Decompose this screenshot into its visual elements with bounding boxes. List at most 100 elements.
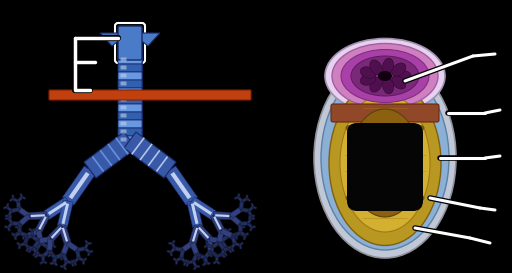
Polygon shape	[193, 201, 212, 215]
Polygon shape	[203, 257, 207, 263]
Polygon shape	[192, 228, 198, 242]
Polygon shape	[241, 226, 245, 229]
Polygon shape	[15, 226, 19, 229]
FancyBboxPatch shape	[118, 80, 142, 88]
Polygon shape	[51, 262, 55, 265]
Polygon shape	[31, 231, 34, 236]
Polygon shape	[221, 251, 224, 255]
Polygon shape	[62, 228, 68, 242]
Polygon shape	[63, 261, 68, 267]
Polygon shape	[229, 214, 242, 226]
Polygon shape	[34, 254, 38, 258]
Polygon shape	[243, 236, 245, 240]
FancyBboxPatch shape	[49, 90, 251, 100]
Polygon shape	[31, 248, 36, 251]
FancyBboxPatch shape	[120, 97, 126, 102]
Polygon shape	[231, 247, 234, 251]
Polygon shape	[20, 194, 23, 198]
Polygon shape	[208, 251, 210, 255]
Polygon shape	[18, 207, 31, 218]
Polygon shape	[22, 235, 25, 239]
Polygon shape	[170, 172, 191, 199]
Polygon shape	[191, 253, 199, 262]
Polygon shape	[54, 262, 58, 266]
Polygon shape	[247, 222, 253, 228]
Polygon shape	[63, 266, 67, 270]
Polygon shape	[196, 265, 200, 268]
Polygon shape	[16, 242, 20, 246]
Polygon shape	[14, 236, 17, 240]
Polygon shape	[67, 260, 72, 264]
Ellipse shape	[378, 71, 392, 81]
Polygon shape	[170, 247, 176, 253]
Polygon shape	[239, 201, 244, 210]
Polygon shape	[88, 242, 92, 244]
Polygon shape	[27, 229, 39, 238]
Polygon shape	[28, 247, 32, 249]
Polygon shape	[82, 260, 84, 264]
Polygon shape	[237, 194, 240, 198]
FancyBboxPatch shape	[120, 82, 126, 85]
Polygon shape	[187, 200, 203, 227]
Polygon shape	[5, 218, 9, 220]
Polygon shape	[44, 197, 71, 219]
FancyBboxPatch shape	[120, 121, 126, 126]
Polygon shape	[118, 55, 142, 145]
FancyBboxPatch shape	[120, 66, 126, 70]
Polygon shape	[231, 244, 234, 248]
Ellipse shape	[416, 195, 424, 200]
Polygon shape	[180, 257, 186, 263]
Polygon shape	[252, 206, 257, 209]
Polygon shape	[189, 225, 201, 244]
Polygon shape	[18, 245, 21, 249]
Polygon shape	[247, 210, 252, 216]
Polygon shape	[12, 233, 16, 237]
Polygon shape	[220, 235, 229, 242]
Polygon shape	[232, 233, 237, 236]
Polygon shape	[181, 241, 194, 252]
Polygon shape	[71, 259, 75, 263]
Polygon shape	[176, 257, 182, 262]
Polygon shape	[197, 256, 201, 260]
Polygon shape	[203, 262, 207, 266]
Polygon shape	[27, 235, 33, 239]
Polygon shape	[227, 228, 231, 232]
Polygon shape	[251, 218, 255, 220]
Polygon shape	[216, 261, 220, 265]
Polygon shape	[8, 215, 12, 219]
Polygon shape	[226, 231, 229, 236]
Polygon shape	[167, 250, 171, 253]
Polygon shape	[224, 248, 229, 251]
Polygon shape	[59, 253, 62, 257]
Polygon shape	[185, 259, 188, 263]
FancyBboxPatch shape	[347, 123, 423, 211]
Ellipse shape	[382, 78, 394, 94]
Polygon shape	[69, 172, 90, 199]
Polygon shape	[32, 228, 36, 232]
Polygon shape	[57, 200, 73, 227]
Polygon shape	[246, 195, 248, 199]
Polygon shape	[7, 227, 11, 231]
Polygon shape	[248, 206, 254, 212]
Polygon shape	[230, 235, 237, 244]
Polygon shape	[191, 203, 199, 224]
Polygon shape	[185, 260, 189, 263]
Polygon shape	[75, 250, 80, 258]
Polygon shape	[222, 254, 226, 258]
FancyBboxPatch shape	[120, 138, 126, 141]
Polygon shape	[11, 207, 19, 213]
Polygon shape	[24, 235, 30, 244]
Ellipse shape	[381, 200, 389, 206]
Polygon shape	[206, 262, 210, 265]
Polygon shape	[211, 241, 220, 249]
FancyBboxPatch shape	[331, 104, 439, 122]
Polygon shape	[24, 243, 29, 249]
Polygon shape	[237, 196, 243, 202]
Polygon shape	[61, 253, 69, 262]
Polygon shape	[242, 198, 248, 203]
Polygon shape	[215, 214, 229, 217]
Polygon shape	[189, 197, 216, 219]
Polygon shape	[61, 242, 70, 255]
Polygon shape	[53, 257, 57, 263]
Polygon shape	[7, 222, 13, 228]
